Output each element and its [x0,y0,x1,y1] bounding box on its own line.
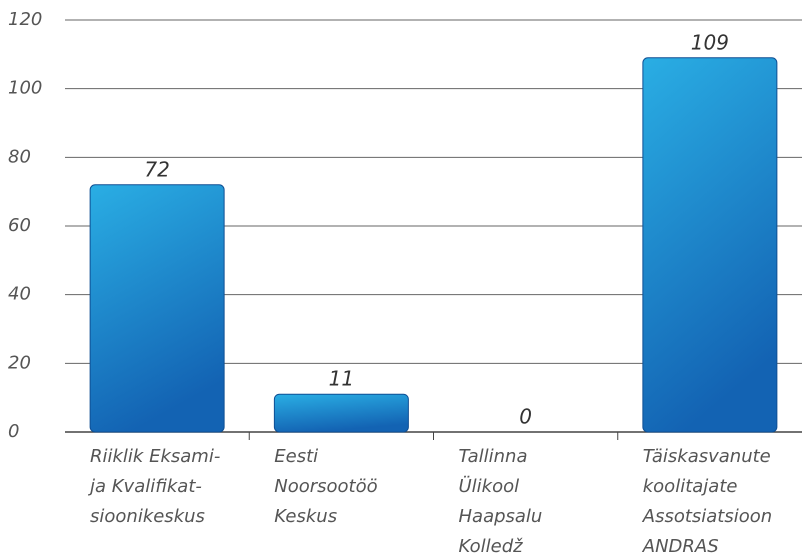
x-tick-label: Kolledž [459,536,524,557]
y-tick-label: 120 [8,9,42,30]
value-label: 72 [144,157,169,181]
x-tick-label: ANDRAS [642,536,719,557]
y-tick-label: 0 [8,421,19,442]
x-tick-label: Haapsalu [459,506,543,527]
y-tick-label: 100 [8,78,42,99]
x-tick-label: Täiskasvanute [643,446,771,467]
x-tick-label: Keskus [274,506,337,527]
bar [642,57,778,433]
x-tick-label: Eesti [274,446,318,467]
y-tick-label: 20 [8,352,31,373]
value-label: 0 [519,405,532,429]
bar [89,184,225,433]
x-tick-label: ja Kvalifikat- [87,476,202,497]
x-tick-label: Assotsiatsioon [642,506,772,527]
x-tick-label: koolitajate [643,476,738,497]
y-tick-label: 40 [8,284,31,305]
x-tick-label: Tallinna [459,446,528,467]
y-tick-label: 60 [8,215,31,236]
y-tick-label: 80 [8,146,31,167]
value-label: 109 [691,30,729,54]
bar [273,393,409,433]
x-tick-label: Riiklik Eksami- [90,446,220,467]
value-label: 11 [329,367,354,391]
x-tick-label: Noorsootöö [274,476,377,497]
x-tick-label: Ülikool [459,475,520,497]
x-tick-label: sioonikeskus [90,506,205,527]
